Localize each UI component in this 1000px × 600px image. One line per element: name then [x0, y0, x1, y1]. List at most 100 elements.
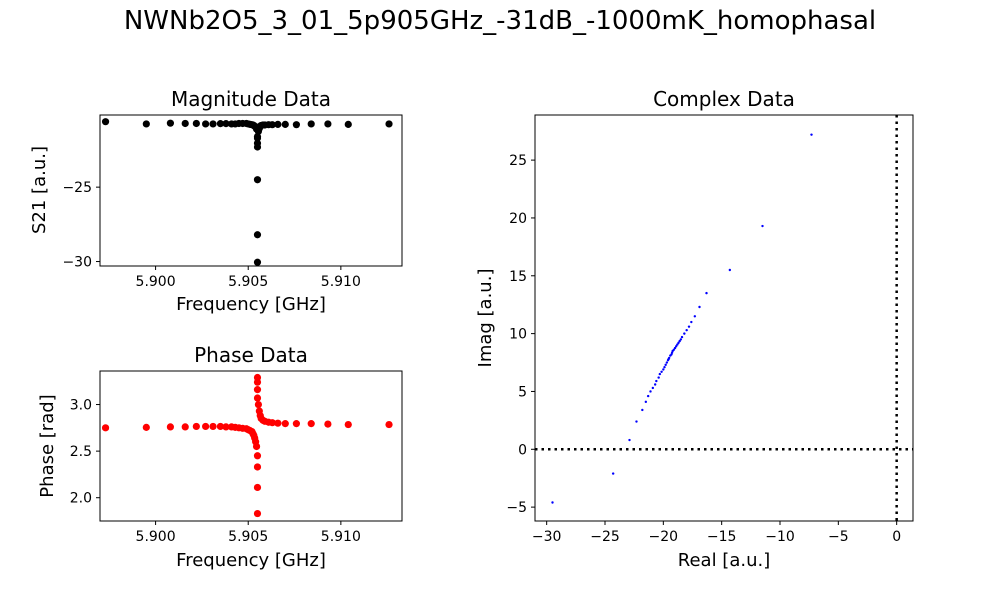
complex-point — [657, 376, 660, 379]
complex-xlabel: Real [a.u.] — [678, 550, 770, 571]
complex-point — [678, 339, 681, 343]
magnitude-xtick-label: 5.900 — [136, 274, 176, 290]
magnitude-point — [192, 119, 200, 128]
complex-y-axis: −5 0 5 10 15 20 25 — [506, 153, 535, 516]
magnitude-point — [253, 258, 262, 266]
complex-xtick-label: −25 — [590, 529, 620, 545]
complex-point — [665, 361, 669, 364]
magnitude-point — [307, 120, 315, 128]
complex-ytick-label: −5 — [506, 500, 527, 516]
complex-point — [690, 320, 693, 324]
complex-point — [685, 328, 688, 332]
phase-point — [166, 423, 175, 431]
complex-x-axis: −30 −25 −20 −15 −10 −5 0 — [532, 521, 901, 545]
magnitude-xtick-label: 5.910 — [321, 274, 361, 290]
complex-title: Complex Data — [653, 87, 795, 111]
magnitude-point — [222, 120, 230, 128]
complex-xtick-label: −10 — [765, 529, 795, 545]
complex-point — [664, 363, 667, 367]
complex-point — [635, 420, 638, 423]
magnitude-ylabel: S21 [a.u.] — [29, 146, 50, 234]
complex-points — [551, 133, 813, 504]
complex-point — [705, 291, 708, 295]
phase-y-axis: 2.0 2.5 3.0 — [70, 398, 100, 507]
phase-ytick-label: 3.0 — [70, 398, 92, 414]
complex-point — [810, 133, 813, 136]
complex-point — [628, 438, 631, 442]
complex-point — [698, 305, 701, 309]
complex-point — [673, 346, 677, 350]
complex-point — [655, 379, 658, 383]
magnitude-point — [292, 121, 300, 129]
phase-point — [254, 400, 263, 409]
phase-point — [209, 422, 217, 431]
magnitude-point — [281, 120, 289, 128]
magnitude-xlabel: Frequency [GHz] — [176, 294, 326, 315]
phase-point — [216, 422, 225, 431]
complex-point — [687, 325, 691, 328]
magnitude-point — [268, 121, 276, 129]
magnitude-point — [142, 120, 150, 128]
phase-point — [253, 452, 262, 460]
complex-point — [649, 390, 652, 393]
complex-ytick-label: 10 — [509, 327, 527, 343]
phase-point — [281, 420, 289, 428]
phase-ylabel: Phase [rad] — [37, 394, 58, 497]
magnitude-point — [181, 119, 189, 128]
magnitude-point — [166, 119, 175, 127]
phase-xlabel: Frequency [GHz] — [176, 550, 326, 571]
phase-point — [253, 394, 262, 402]
complex-xtick-label: 0 — [892, 529, 901, 545]
complex-point — [660, 370, 663, 373]
complex-point — [672, 348, 676, 352]
complex-point — [728, 268, 732, 272]
magnitude-point — [253, 176, 262, 184]
complex-ytick-label: 25 — [509, 153, 527, 169]
phase-ytick-label: 2.0 — [70, 491, 92, 507]
phase-point — [253, 378, 262, 386]
phase-point — [274, 419, 282, 427]
complex-point — [641, 408, 644, 412]
phase-xtick-label: 5.900 — [136, 529, 176, 545]
phase-ytick-label: 2.5 — [70, 444, 92, 460]
complex-point — [680, 335, 684, 339]
complex-point — [551, 501, 554, 504]
complex-ytick-label: 0 — [518, 442, 527, 458]
magnitude-ytick-label: −30 — [62, 255, 92, 271]
complex-axes-frame — [534, 114, 914, 522]
complex-point — [677, 341, 680, 345]
phase-axes-frame — [99, 370, 403, 522]
phase-point — [324, 420, 332, 428]
complex-point — [761, 224, 764, 228]
phase-point — [101, 424, 110, 432]
magnitude-point — [209, 120, 217, 128]
complex-ytick-label: 20 — [509, 211, 527, 227]
phase-point — [307, 420, 315, 428]
magnitude-point — [253, 139, 262, 147]
complex-point — [674, 345, 678, 348]
phase-xtick-label: 5.910 — [321, 529, 361, 545]
phase-point — [268, 419, 276, 427]
complex-xtick-label: −5 — [828, 529, 849, 545]
phase-xtick-label: 5.905 — [228, 529, 268, 545]
complex-ytick-label: 15 — [509, 269, 527, 285]
phase-point — [252, 442, 261, 451]
complex-point — [663, 365, 666, 369]
magnitude-point — [101, 118, 110, 126]
phase-points — [101, 373, 393, 518]
complex-point — [646, 394, 650, 398]
phase-point — [192, 422, 200, 431]
magnitude-point — [202, 120, 210, 128]
phase-point — [202, 422, 210, 431]
magnitude-xtick-label: 5.905 — [228, 274, 268, 290]
phase-point — [253, 483, 262, 492]
magnitude-points — [101, 118, 393, 266]
phase-point — [385, 420, 393, 429]
complex-ytick-label: 5 — [518, 384, 527, 400]
complex-point — [653, 383, 657, 386]
magnitude-title: Magnitude Data — [171, 87, 331, 111]
magnitude-x-axis: 5.900 5.905 5.910 — [136, 266, 361, 290]
phase-x-axis: 5.900 5.905 5.910 — [136, 521, 361, 545]
complex-panel: Complex Data −30 −25 −20 −15 −10 −5 0 −5 0 5 10 15… — [475, 87, 914, 571]
